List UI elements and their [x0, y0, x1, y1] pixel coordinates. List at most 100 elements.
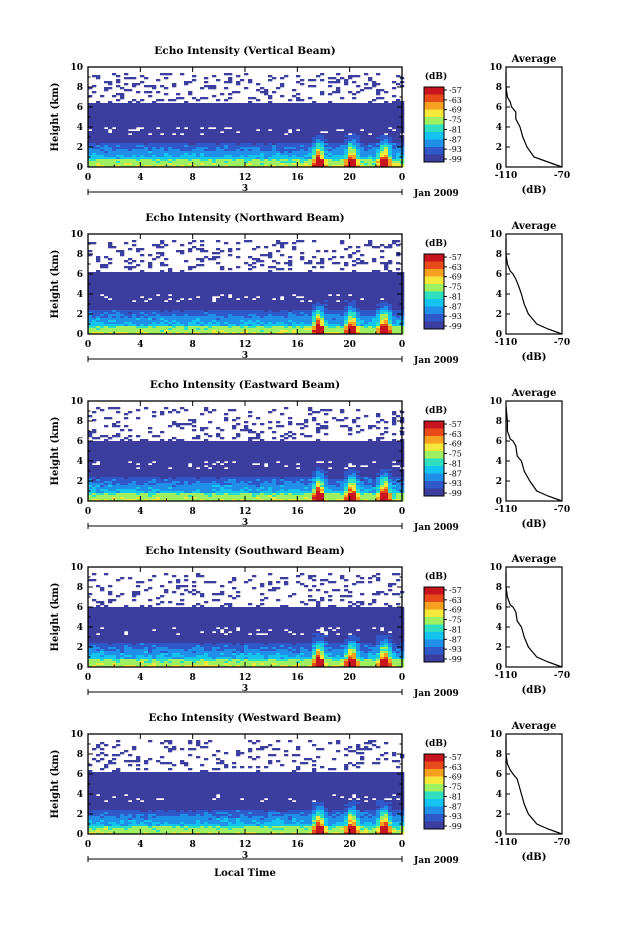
heatmap-cell — [276, 127, 281, 130]
heatmap-cell — [116, 310, 121, 313]
heatmap-cell — [228, 280, 233, 283]
heatmap-cell — [196, 274, 201, 277]
heatmap-cell — [104, 137, 109, 140]
heatmap-cell — [280, 83, 285, 86]
heatmap-cell — [272, 109, 277, 112]
heatmap-cell — [368, 161, 373, 164]
heatmap-cell — [152, 105, 157, 108]
heatmap-cell — [320, 79, 325, 82]
heatmap-cell — [192, 276, 197, 279]
heatmap-cell — [260, 300, 265, 303]
heatmap-cell — [164, 163, 169, 166]
heatmap-cell — [208, 109, 213, 112]
heatmap-cell — [112, 284, 117, 287]
heatmap-cell — [260, 151, 265, 154]
heatmap-cell — [288, 272, 293, 275]
heatmap-cell — [252, 272, 257, 275]
heatmap-cell — [284, 137, 289, 140]
heatmap-cell — [280, 272, 285, 275]
heatmap-cell — [96, 302, 101, 305]
heatmap-cell — [244, 278, 249, 281]
heatmap-cell — [168, 151, 173, 154]
heatmap-cell — [176, 137, 181, 140]
heatmap-cell — [368, 157, 373, 160]
heatmap-cell — [220, 153, 225, 156]
heatmap-cell — [200, 147, 205, 150]
heatmap-cell — [196, 147, 201, 150]
heatmap-cell — [176, 123, 181, 126]
heatmap-cell — [140, 129, 145, 132]
heatmap-cell — [316, 280, 321, 283]
heatmap-cell — [196, 121, 201, 124]
heatmap-cell — [92, 328, 97, 331]
heatmap-cell — [208, 157, 213, 160]
heatmap-cell — [324, 123, 329, 126]
heatmap-cell — [228, 93, 233, 96]
heatmap-cell — [144, 272, 149, 275]
heatmap-cell — [264, 300, 269, 303]
heatmap-cell — [268, 107, 273, 110]
heatmap-cell — [304, 161, 309, 164]
heatmap-cell — [204, 97, 209, 100]
heatmap-cell — [136, 302, 141, 305]
heatmap-cell — [292, 306, 297, 309]
heatmap-cell — [184, 147, 189, 150]
heatmap-cell — [108, 165, 113, 168]
heatmap-cell — [168, 153, 173, 156]
heatmap-cell — [252, 296, 257, 299]
heatmap-cell — [164, 115, 169, 118]
heatmap-cell — [192, 272, 197, 275]
heatmap-cell — [236, 119, 241, 122]
heatmap-cell — [280, 141, 285, 144]
heatmap-cell — [252, 125, 257, 128]
heatmap-cell — [156, 276, 161, 279]
heatmap-cell — [276, 159, 281, 162]
heatmap-cell — [308, 330, 313, 333]
heatmap-cell — [320, 324, 325, 327]
heatmap-cell — [292, 324, 297, 327]
heatmap-cell — [104, 308, 109, 311]
heatmap-cell — [128, 298, 133, 301]
heatmap-cell — [332, 282, 337, 285]
heatmap-cell — [172, 294, 177, 297]
heatmap-cell — [232, 280, 237, 283]
heatmap-cell — [396, 135, 401, 138]
heatmap-cell — [180, 131, 185, 134]
heatmap-cell — [128, 117, 133, 120]
heatmap-cell — [160, 119, 165, 122]
heatmap-cell — [288, 145, 293, 148]
heatmap-cell — [324, 320, 329, 323]
heatmap-cell — [244, 129, 249, 132]
heatmap-cell — [144, 109, 149, 112]
heatmap-cell — [164, 282, 169, 285]
heatmap-cell — [220, 161, 225, 164]
heatmap-cell — [120, 111, 125, 114]
heatmap-cell — [324, 119, 329, 122]
heatmap-cell — [112, 278, 117, 281]
heatmap-cell — [156, 304, 161, 307]
colorbar-tick-label: -63 — [449, 96, 462, 105]
heatmap-cell — [248, 304, 253, 307]
heatmap-cell — [176, 107, 181, 110]
heatmap-cell — [196, 149, 201, 152]
heatmap-cell — [204, 119, 209, 122]
heatmap-cell — [340, 300, 345, 303]
heatmap-cell — [184, 133, 189, 136]
heatmap-cell — [180, 165, 185, 168]
heatmap-cell — [352, 117, 357, 120]
heatmap-cell — [240, 332, 245, 335]
heatmap-cell — [148, 141, 153, 144]
heatmap-cell — [388, 119, 393, 122]
heatmap-cell — [236, 149, 241, 152]
heatmap-cell — [232, 141, 237, 144]
heatmap-cell — [264, 246, 269, 249]
heatmap-cell — [168, 312, 173, 315]
heatmap-cell — [136, 135, 141, 138]
heatmap-cell — [232, 163, 237, 166]
heatmap-cell — [88, 326, 93, 329]
heatmap-cell — [236, 286, 241, 289]
heatmap-cell — [124, 165, 129, 168]
heatmap-cell — [304, 143, 309, 146]
heatmap-cell — [308, 284, 313, 287]
heatmap-cell — [260, 308, 265, 311]
